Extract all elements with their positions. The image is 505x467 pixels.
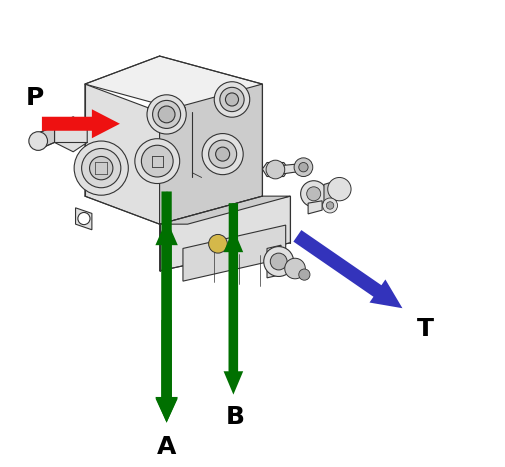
- FancyArrow shape: [155, 191, 177, 423]
- FancyArrow shape: [42, 109, 120, 138]
- Polygon shape: [75, 208, 92, 230]
- Circle shape: [134, 139, 179, 184]
- Circle shape: [141, 145, 173, 177]
- Circle shape: [153, 100, 180, 128]
- Polygon shape: [85, 56, 262, 112]
- Circle shape: [306, 187, 320, 201]
- FancyArrow shape: [223, 229, 243, 371]
- Circle shape: [81, 149, 121, 188]
- Circle shape: [326, 202, 333, 209]
- Circle shape: [89, 156, 113, 180]
- Polygon shape: [159, 196, 290, 224]
- Circle shape: [270, 253, 286, 270]
- Circle shape: [215, 147, 229, 161]
- Polygon shape: [55, 117, 87, 152]
- Text: P: P: [25, 86, 43, 110]
- Circle shape: [208, 234, 227, 253]
- Circle shape: [327, 177, 350, 201]
- FancyArrow shape: [155, 219, 177, 397]
- FancyArrow shape: [155, 320, 177, 423]
- Text: T: T: [417, 317, 433, 341]
- Circle shape: [146, 95, 186, 134]
- Polygon shape: [304, 184, 322, 203]
- Circle shape: [201, 134, 243, 175]
- Circle shape: [266, 160, 284, 179]
- Circle shape: [298, 269, 310, 280]
- Circle shape: [78, 212, 90, 225]
- Polygon shape: [267, 245, 280, 278]
- Polygon shape: [147, 98, 185, 126]
- Circle shape: [214, 82, 249, 117]
- Circle shape: [284, 258, 305, 279]
- Circle shape: [158, 106, 175, 123]
- Circle shape: [74, 141, 128, 195]
- Polygon shape: [183, 225, 285, 281]
- Circle shape: [293, 158, 312, 177]
- FancyArrow shape: [293, 230, 401, 308]
- Circle shape: [225, 93, 238, 106]
- Polygon shape: [85, 84, 159, 224]
- Text: B: B: [225, 404, 244, 429]
- Polygon shape: [262, 163, 288, 177]
- Circle shape: [29, 132, 47, 150]
- Polygon shape: [159, 196, 290, 271]
- Polygon shape: [159, 84, 262, 224]
- Polygon shape: [283, 163, 303, 174]
- Circle shape: [208, 140, 236, 168]
- Text: A: A: [157, 435, 176, 460]
- Polygon shape: [308, 201, 322, 214]
- Circle shape: [219, 87, 243, 112]
- Polygon shape: [38, 126, 55, 149]
- Circle shape: [263, 247, 293, 276]
- Circle shape: [300, 181, 326, 207]
- FancyArrow shape: [223, 203, 243, 395]
- Polygon shape: [215, 86, 248, 110]
- Circle shape: [298, 163, 308, 172]
- Polygon shape: [323, 180, 339, 203]
- Circle shape: [322, 198, 337, 213]
